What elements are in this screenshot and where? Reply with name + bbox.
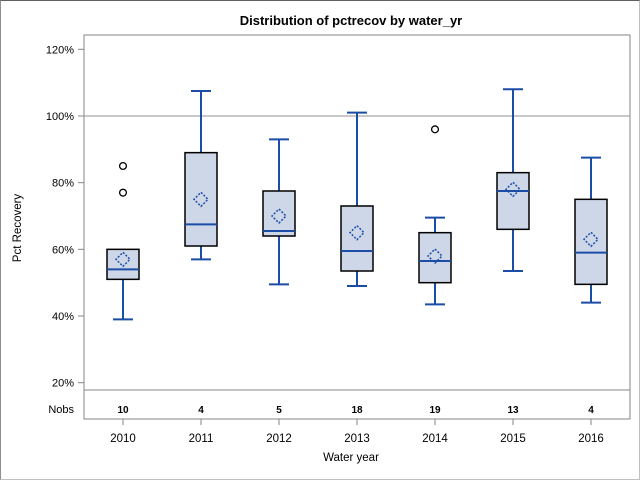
y-tick-label: 40%	[52, 311, 74, 323]
outlier-point	[430, 125, 440, 134]
outlier-point	[118, 161, 128, 171]
iqr-box	[184, 151, 218, 247]
nobs-value: 10	[117, 405, 129, 416]
x-tick-label: 2015	[500, 433, 526, 445]
mean-diamond-marker	[426, 247, 444, 265]
nobs-value: 4	[588, 405, 594, 416]
nobs-value: 13	[507, 405, 519, 416]
mean-diamond-marker	[270, 207, 288, 225]
box-group-2011: 4 2011	[184, 89, 218, 445]
y-tick-label: 20%	[52, 378, 74, 390]
y-tick-label: 60%	[52, 244, 74, 256]
iqr-box	[574, 198, 608, 286]
x-tick-label: 2016	[578, 433, 604, 445]
mean-diamond-marker	[582, 231, 600, 248]
nobs-header-label: Nobs	[48, 404, 74, 416]
iqr-box	[496, 171, 530, 231]
iqr-box	[418, 231, 452, 284]
mean-diamond-marker	[504, 181, 522, 198]
x-tick-label: 2013	[344, 433, 370, 445]
nobs-value: 5	[276, 405, 282, 416]
y-tick-label: 120%	[46, 44, 74, 56]
y-tick-label: 80%	[52, 178, 74, 190]
x-tick-label: 2010	[110, 433, 136, 445]
x-axis-title: Water year	[323, 452, 379, 464]
x-tick-label: 2012	[266, 433, 292, 445]
nobs-value: 18	[351, 405, 363, 416]
mean-diamond-marker	[114, 251, 132, 268]
box-group-2013: 18 2013	[340, 111, 374, 445]
chart-title: Distribution of pctrecov by water_yr	[239, 13, 463, 28]
mean-diamond-marker	[348, 224, 366, 241]
outlier-point	[118, 188, 128, 197]
mean-diamond-marker	[192, 191, 210, 208]
iqr-box	[262, 190, 296, 237]
iqr-box	[340, 205, 374, 272]
nobs-value: 4	[198, 405, 204, 416]
box-group-2015: 13 2015	[496, 88, 530, 445]
nobs-value: 19	[429, 405, 441, 416]
iqr-box	[106, 248, 140, 281]
y-tick-label: 100%	[46, 111, 74, 123]
box-group-2012: 5 2012	[262, 138, 296, 445]
x-tick-label: 2011	[189, 433, 214, 445]
box-group-2016: 4 2016	[574, 156, 608, 445]
box-group-2010: 10 2010	[106, 161, 140, 445]
x-tick-label: 2014	[422, 433, 448, 445]
box-group-2014: 19 2014	[418, 125, 452, 445]
